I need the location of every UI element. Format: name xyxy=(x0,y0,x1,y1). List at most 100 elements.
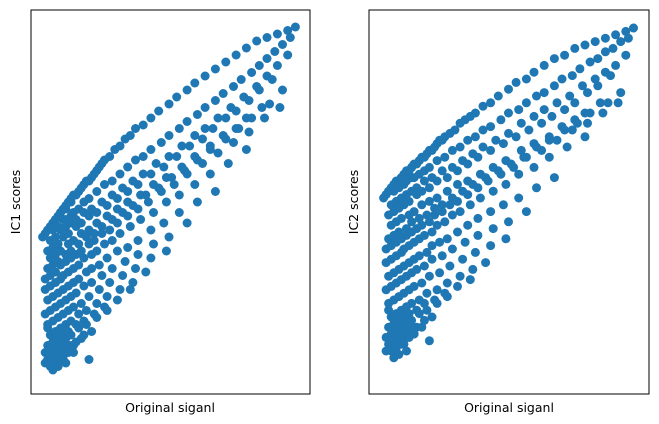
scatter-point xyxy=(447,145,457,155)
scatter-point xyxy=(396,339,406,349)
scatter-point xyxy=(611,30,621,40)
scatter-point xyxy=(453,166,462,176)
scatter-point xyxy=(394,349,404,359)
scatter-point xyxy=(229,138,238,147)
scatter-point xyxy=(105,278,115,287)
subplot-1-xlabel: Original siganl xyxy=(125,400,215,415)
scatter-point xyxy=(102,201,112,210)
scatter-point xyxy=(606,71,615,81)
scatter-point xyxy=(133,236,143,245)
scatter-point xyxy=(102,306,112,315)
scatter-point xyxy=(465,275,475,285)
scatter-point xyxy=(562,142,572,152)
scatter-point xyxy=(511,77,521,87)
scatter-point xyxy=(182,85,192,95)
scatter-point xyxy=(623,33,633,43)
scatter-point xyxy=(539,88,549,98)
scatter-point xyxy=(76,218,86,228)
scatter-point xyxy=(583,118,592,128)
scatter-point xyxy=(463,135,473,145)
scatter-point xyxy=(570,43,580,53)
scatter-point xyxy=(422,305,432,315)
scatter-point xyxy=(241,145,251,154)
scatter-point xyxy=(414,251,424,261)
scatter-point xyxy=(488,186,498,196)
scatter-point xyxy=(115,141,125,151)
scatter-point xyxy=(53,362,63,371)
scatter-point xyxy=(210,187,220,196)
scatter-point xyxy=(76,246,86,256)
scatter-point xyxy=(51,232,60,242)
scatter-point xyxy=(174,124,184,133)
scatter-point xyxy=(424,183,434,193)
scatter-point xyxy=(260,113,269,123)
scatter-point xyxy=(616,37,626,47)
scatter-point xyxy=(598,108,608,118)
scatter-point xyxy=(107,236,117,245)
scatter-point xyxy=(389,336,399,346)
scatter-point xyxy=(79,281,89,291)
scatter-point xyxy=(164,232,174,242)
scatter-point xyxy=(516,118,526,128)
scatter-point xyxy=(407,217,417,227)
scatter-point xyxy=(125,131,135,140)
scatter-point xyxy=(159,162,169,172)
scatter-point xyxy=(486,98,496,108)
scatter-point xyxy=(407,298,417,308)
scatter-point xyxy=(66,341,76,350)
scatter-point xyxy=(593,81,603,91)
scatter-point xyxy=(504,128,513,138)
scatter-point xyxy=(76,334,86,343)
scatter-point xyxy=(200,103,210,112)
scatter-point xyxy=(161,246,171,256)
scatter-point xyxy=(290,22,300,32)
scatter-point xyxy=(445,200,455,210)
scatter-point xyxy=(396,213,406,223)
scatter-point xyxy=(447,244,457,254)
scatter-point xyxy=(404,332,414,342)
scatter-point xyxy=(190,78,200,88)
scatter-point xyxy=(475,193,485,203)
scatter-point xyxy=(143,197,153,207)
scatter-point xyxy=(172,92,182,102)
scatter-point xyxy=(89,236,99,245)
scatter-point xyxy=(419,298,429,308)
scatter-point xyxy=(146,225,156,235)
scatter-point xyxy=(432,176,442,186)
scatter-point xyxy=(92,246,102,256)
scatter-point xyxy=(616,88,626,98)
scatter-point xyxy=(138,169,148,179)
scatter-point xyxy=(402,346,411,356)
scatter-point xyxy=(283,50,293,60)
scatter-point xyxy=(244,127,254,137)
scatter-point xyxy=(486,241,496,251)
scatter-point xyxy=(603,98,613,108)
scatter-point xyxy=(524,125,534,135)
scatter-point xyxy=(432,193,442,203)
scatter-point xyxy=(138,152,148,161)
scatter-point xyxy=(394,227,404,237)
scatter-point xyxy=(529,67,539,77)
scatter-point xyxy=(244,96,254,105)
scatter-point xyxy=(262,33,272,42)
scatter-point xyxy=(81,306,91,315)
scatter-point xyxy=(131,155,140,165)
scatter-point xyxy=(575,64,585,74)
scatter-point xyxy=(539,105,549,115)
scatter-point xyxy=(84,194,94,203)
scatter-point xyxy=(115,169,125,179)
scatter-point xyxy=(478,125,488,135)
scatter-point xyxy=(437,207,447,217)
scatter-point xyxy=(198,134,207,144)
scatter-point xyxy=(430,210,440,220)
scatter-point xyxy=(468,264,478,274)
scatter-point xyxy=(92,313,102,322)
scatter-point xyxy=(611,60,621,70)
scatter-point xyxy=(419,230,429,240)
scatter-point xyxy=(87,278,97,287)
scatter-point xyxy=(424,217,434,227)
scatter-point xyxy=(417,220,427,230)
scatter-point xyxy=(442,173,452,183)
scatter-point xyxy=(422,288,432,298)
